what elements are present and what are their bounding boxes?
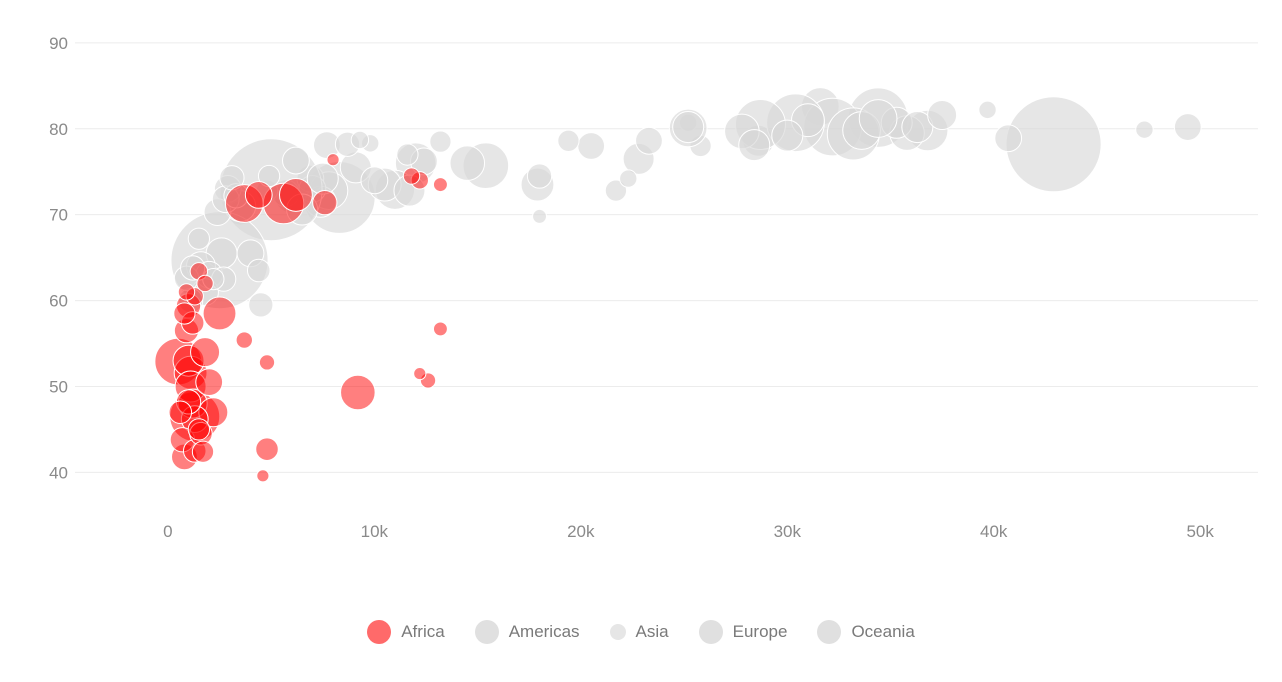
legend-item-oceania[interactable]: Oceania	[817, 620, 915, 644]
bubble-oceania-0	[858, 99, 898, 138]
bubble-asia-25	[248, 292, 274, 318]
bubble-asia-42	[1135, 120, 1154, 139]
bubble-asia-37	[187, 227, 211, 250]
bubble-africa-39	[432, 321, 448, 337]
bubble-africa-27	[173, 302, 196, 325]
y-tick-label-80: 80	[49, 120, 68, 139]
bubble-oceania-1	[672, 111, 705, 144]
bubble-asia-45	[350, 130, 370, 150]
bubble-europe-12	[901, 111, 934, 144]
bubble-asia-39	[396, 143, 419, 166]
legend-label-americas: Americas	[508, 622, 580, 641]
y-tick-label-40: 40	[49, 463, 68, 482]
x-tick-label-40k: 40k	[980, 522, 1008, 541]
bubble-africa-15	[195, 368, 224, 397]
legend-item-africa[interactable]: Africa	[367, 620, 445, 644]
y-tick-label-70: 70	[49, 206, 68, 225]
bubble-africa-34	[402, 167, 421, 185]
legend-label-oceania: Oceania	[851, 622, 915, 641]
y-tick-label-60: 60	[49, 292, 68, 311]
legend-swatch-europe	[698, 620, 723, 644]
x-tick-label-10k: 10k	[361, 522, 389, 541]
bubble-africa-25	[168, 400, 193, 425]
y-tick-label-90: 90	[49, 34, 68, 53]
bubble-africa-10	[190, 337, 221, 368]
bubble-asia-44	[619, 169, 638, 188]
bubble-africa-21	[312, 190, 338, 216]
legend-item-americas[interactable]: Americas	[474, 620, 580, 644]
x-tick-label-50k: 50k	[1186, 522, 1214, 541]
bubble-asia-4	[449, 145, 486, 181]
bubble-americas-17	[532, 208, 547, 224]
bubble-asia-31	[526, 163, 553, 189]
bubble-africa-7	[278, 177, 313, 212]
y-axis: 40 50 60 70 80 90	[49, 34, 68, 482]
x-axis: 0 10k 20k 30k 40k 50k	[163, 522, 1214, 541]
bubble-asia-43	[978, 100, 997, 120]
bubble-asia-15	[282, 146, 310, 175]
legend-label-europe: Europe	[732, 622, 788, 641]
bubble-americas-14	[429, 130, 452, 153]
legend-swatch-asia	[609, 624, 626, 640]
legend-swatch-oceania	[817, 620, 842, 644]
bubble-asia-19	[577, 132, 606, 160]
bubble-africa-4	[340, 374, 376, 411]
bubble-africa-36	[177, 283, 196, 301]
bubble-africa-26	[255, 437, 279, 461]
bubble-africa-28	[187, 418, 211, 441]
x-tick-label-20k: 20k	[567, 522, 595, 541]
bubble-asia-34	[246, 258, 271, 283]
y-tick-label-50: 50	[49, 377, 68, 396]
bubble-asia-35	[604, 179, 628, 202]
x-tick-label-30k: 30k	[774, 522, 802, 541]
bubble-africa-42	[256, 469, 270, 483]
legend-swatch-africa	[367, 620, 392, 644]
bubble-europe-13	[738, 129, 771, 162]
legend-item-europe[interactable]: Europe	[698, 620, 788, 644]
bubble-africa-37	[258, 354, 276, 371]
legend-label-asia: Asia	[635, 622, 669, 641]
bubble-africa-33	[235, 331, 253, 349]
legend-label-africa: Africa	[401, 622, 445, 641]
bubble-africa-35	[196, 274, 214, 293]
bubble-europe-17	[994, 124, 1023, 153]
bubble-africa-6	[202, 296, 237, 331]
bubbles-africa	[154, 153, 448, 483]
bubble-africa-40	[432, 177, 448, 193]
bubble-africa-43	[326, 153, 340, 167]
bubble-europe-15	[927, 100, 958, 131]
bubble-africa-41	[413, 366, 427, 381]
bubble-asia-40	[557, 129, 580, 152]
legend-item-asia[interactable]: Asia	[609, 622, 669, 642]
bubble-asia-18	[360, 166, 389, 195]
x-tick-label-0: 0	[163, 522, 172, 541]
bubble-asia-21	[635, 126, 663, 155]
legend-swatch-americas	[474, 620, 499, 644]
bubble-africa-14	[244, 181, 273, 209]
bubble-africa-29	[191, 440, 215, 463]
chart-legend: Africa Americas Asia Europe Oceania	[0, 612, 1282, 652]
bubble-europe-14	[771, 119, 804, 152]
bubble-europe-16	[1173, 113, 1202, 141]
